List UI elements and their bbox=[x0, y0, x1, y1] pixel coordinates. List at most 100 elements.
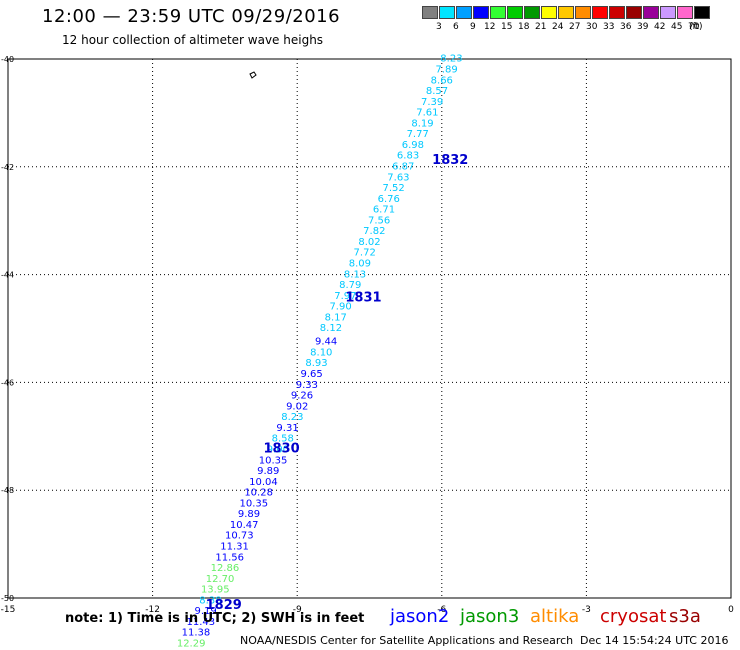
swh-reading: 12.86 bbox=[211, 563, 240, 574]
pass-time-label: 1831 bbox=[345, 291, 381, 306]
x-tick-label: 0 bbox=[728, 605, 734, 615]
swh-reading: 8.66 bbox=[431, 75, 453, 86]
swh-reading: 8.23 bbox=[281, 412, 303, 423]
swh-reading: 8.09 bbox=[349, 259, 371, 270]
swh-reading: 7.63 bbox=[387, 172, 409, 183]
legend-swatch bbox=[626, 6, 642, 19]
legend-swatch bbox=[422, 6, 438, 19]
legend-label: 6 bbox=[453, 22, 459, 32]
swh-reading: 7.77 bbox=[407, 129, 429, 140]
legend-swatch bbox=[524, 6, 540, 19]
swh-reading: 10.35 bbox=[259, 455, 288, 466]
y-tick-label: -50 bbox=[1, 594, 14, 603]
swh-reading: 9.65 bbox=[301, 369, 323, 380]
swh-reading: 8.13 bbox=[344, 269, 366, 280]
legend-swatch bbox=[609, 6, 625, 19]
swh-reading: 8.93 bbox=[305, 358, 327, 369]
swh-reading: 8.38 bbox=[199, 595, 221, 606]
legend-label: 36 bbox=[620, 22, 632, 32]
legend-swatch bbox=[660, 6, 676, 19]
swh-reading: 6.83 bbox=[397, 151, 419, 162]
swh-reading: 9.00 bbox=[267, 444, 289, 455]
pass-time-label: 1832 bbox=[432, 153, 468, 168]
legend-swatch bbox=[592, 6, 608, 19]
legend-label: 21 bbox=[535, 22, 547, 32]
x-tick-label: -3 bbox=[582, 605, 591, 615]
footer-note: note: 1) Time is in UTC; 2) SWH is in fe… bbox=[65, 611, 365, 626]
swh-reading: 7.72 bbox=[354, 248, 376, 259]
swh-reading: 8.79 bbox=[339, 280, 361, 291]
x-tick-label: -12 bbox=[145, 605, 160, 615]
swh-reading: 11.56 bbox=[215, 552, 244, 563]
legend-swatch bbox=[490, 6, 506, 19]
swh-reading: 7.97 bbox=[334, 291, 356, 302]
generated-timestamp: Dec 14 15:54:24 UTC 2016 bbox=[580, 634, 729, 647]
swh-reading: 10.04 bbox=[249, 477, 278, 488]
satellite-jason3: jason3 bbox=[460, 606, 520, 627]
swh-reading: 7.56 bbox=[368, 215, 390, 226]
y-tick-label: -42 bbox=[1, 163, 14, 172]
legend-label: 70 bbox=[688, 22, 700, 32]
satellite-altika: altika bbox=[530, 606, 580, 627]
legend-swatch bbox=[558, 6, 574, 19]
legend-swatch bbox=[456, 6, 472, 19]
legend-label: 24 bbox=[552, 22, 564, 32]
legend-label: 15 bbox=[501, 22, 513, 32]
swh-reading: 8.57 bbox=[426, 86, 448, 97]
swh-reading: 6.98 bbox=[402, 140, 424, 151]
satellite-jason2: jason2 bbox=[390, 606, 450, 627]
y-tick-label: -44 bbox=[1, 271, 14, 280]
swh-reading: 6.71 bbox=[373, 205, 395, 216]
swh-reading: 9.89 bbox=[238, 509, 260, 520]
swh-reading: 8.12 bbox=[320, 323, 342, 334]
swh-reading: 8.17 bbox=[325, 312, 347, 323]
legend-label: 42 bbox=[654, 22, 666, 32]
swh-reading: 8.19 bbox=[411, 118, 433, 129]
swh-reading: 8.23 bbox=[440, 54, 462, 65]
x-tick-label: -15 bbox=[1, 605, 16, 615]
x-tick-label: -6 bbox=[437, 605, 446, 615]
swh-reading: 10.35 bbox=[239, 498, 268, 509]
legend-label: 12 bbox=[484, 22, 496, 32]
legend-label: 33 bbox=[603, 22, 615, 32]
swh-reading: 6.76 bbox=[378, 194, 400, 205]
legend-label: 39 bbox=[637, 22, 649, 32]
satellite-cryosat: cryosat bbox=[600, 606, 667, 627]
swh-reading: 9.26 bbox=[291, 391, 313, 402]
legend-swatch bbox=[694, 6, 710, 19]
legend-label: 27 bbox=[569, 22, 581, 32]
pass-time-label: 1830 bbox=[263, 441, 299, 456]
swh-reading: 8.10 bbox=[310, 347, 332, 358]
legend-swatch bbox=[541, 6, 557, 19]
swh-reading: 7.52 bbox=[382, 183, 404, 194]
swh-reading: 10.47 bbox=[230, 520, 259, 531]
y-tick-label: -40 bbox=[1, 55, 14, 64]
map-frame bbox=[7, 58, 732, 599]
credit-text: NOAA/NESDIS Center for Satellite Applica… bbox=[240, 634, 574, 647]
swh-reading: 7.82 bbox=[363, 226, 385, 237]
legend-label: 30 bbox=[586, 22, 598, 32]
swh-reading: 9.31 bbox=[276, 423, 298, 434]
swh-reading: 7.61 bbox=[416, 108, 438, 119]
page-subtitle: 12 hour collection of altimeter wave hei… bbox=[62, 33, 324, 47]
swh-reading: 13.95 bbox=[201, 585, 230, 596]
legend-swatch bbox=[439, 6, 455, 19]
swh-reading: 12.70 bbox=[206, 574, 235, 585]
legend-label: 45 bbox=[671, 22, 683, 32]
legend-swatch bbox=[575, 6, 591, 19]
swh-reading: 8.02 bbox=[358, 237, 380, 248]
legend-unit: (ft) bbox=[689, 22, 703, 32]
swh-reading: 9.89 bbox=[257, 466, 279, 477]
swh-reading: 6.87 bbox=[392, 161, 414, 172]
swh-reading: 10.28 bbox=[244, 488, 273, 499]
page-title: 12:00 — 23:59 UTC 09/29/2016 bbox=[42, 6, 341, 27]
swh-reading: 9.19 bbox=[194, 606, 216, 617]
satellite-s3a: s3a bbox=[669, 606, 701, 627]
legend-label: 9 bbox=[470, 22, 476, 32]
y-tick-label: -48 bbox=[1, 486, 14, 495]
swh-reading: 9.44 bbox=[315, 337, 337, 348]
island-outline bbox=[249, 71, 257, 79]
legend-swatch bbox=[677, 6, 693, 19]
swh-reading: 9.02 bbox=[286, 401, 308, 412]
